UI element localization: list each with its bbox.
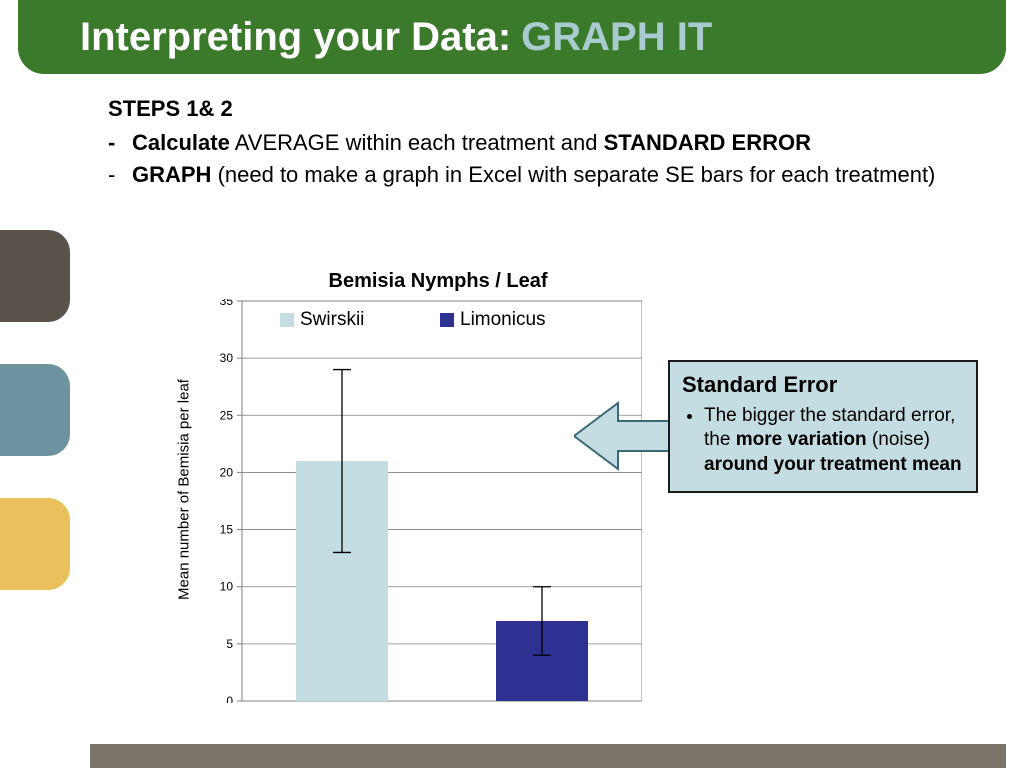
chart-title: Bemisia Nymphs / Leaf xyxy=(188,270,688,293)
title-part2: GRAPH IT xyxy=(521,15,712,60)
steps-heading: STEPS 1& 2 xyxy=(108,96,984,122)
side-tab xyxy=(0,498,70,590)
svg-text:5: 5 xyxy=(226,637,233,651)
svg-text:30: 30 xyxy=(220,351,234,365)
chart: Bemisia Nymphs / Leaf Mean number of Bem… xyxy=(188,270,688,703)
svg-text:20: 20 xyxy=(220,465,234,479)
bullet-1: - Calculate AVERAGE within each treatmen… xyxy=(108,128,984,158)
svg-text:0: 0 xyxy=(226,694,233,703)
side-tab xyxy=(0,364,70,456)
title-bar: Interpreting your Data: GRAPH IT xyxy=(18,0,1006,74)
svg-text:15: 15 xyxy=(220,523,234,537)
side-tab xyxy=(0,230,70,322)
callout-title: Standard Error xyxy=(682,372,964,398)
svg-text:25: 25 xyxy=(220,408,234,422)
svg-text:Limonicus: Limonicus xyxy=(460,309,546,330)
footer-strip xyxy=(90,744,1006,768)
svg-text:Swirskii: Swirskii xyxy=(300,309,364,330)
svg-text:10: 10 xyxy=(220,580,234,594)
callout-box: Standard Error The bigger the standard e… xyxy=(668,360,978,493)
chart-svg: 0 5 10 15 20 25 30 35 Swirskii Limonicus xyxy=(188,299,642,703)
bullet-2: - GRAPH (need to make a graph in Excel w… xyxy=(108,160,984,190)
title-part1: Interpreting your Data: xyxy=(80,15,511,60)
callout-item: The bigger the standard error, the more … xyxy=(704,404,964,477)
chart-ylabel: Mean number of Bemisia per leaf xyxy=(176,379,193,600)
content-block: STEPS 1& 2 - Calculate AVERAGE within ea… xyxy=(108,96,984,191)
svg-text:35: 35 xyxy=(220,299,234,308)
